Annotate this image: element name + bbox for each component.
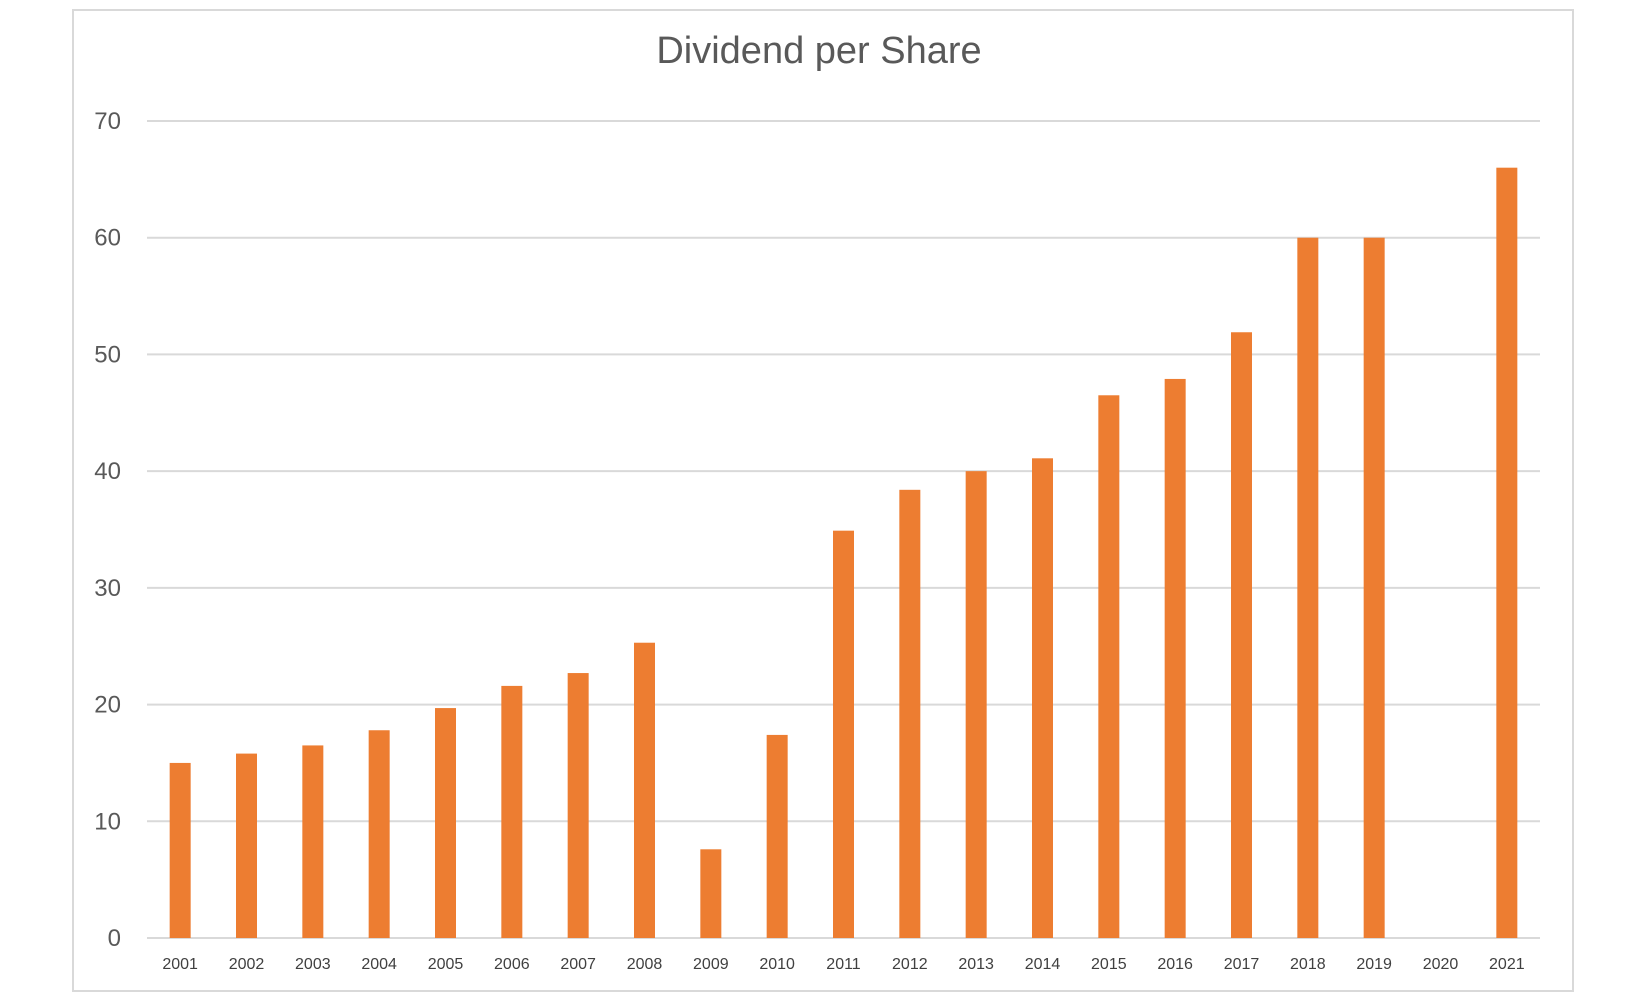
x-tick-label: 2005 <box>428 956 464 973</box>
chart-title: Dividend per Share <box>656 30 982 72</box>
bar-2008 <box>634 642 655 938</box>
bar-2009 <box>700 849 722 938</box>
x-tick-label: 2008 <box>627 956 663 973</box>
x-tick-label: 2007 <box>560 956 596 973</box>
bar-2017 <box>1231 332 1252 938</box>
x-tick-label: 2016 <box>1157 956 1193 973</box>
bar-2005 <box>435 708 456 938</box>
x-tick-label: 2018 <box>1290 956 1326 973</box>
x-tick-label: 2015 <box>1091 956 1127 973</box>
bar-2002 <box>236 753 257 938</box>
x-tick-label: 2014 <box>1025 956 1061 973</box>
x-tick-label: 2004 <box>361 956 397 973</box>
y-tick-label: 60 <box>94 225 121 252</box>
y-tick-label: 20 <box>94 692 121 719</box>
bar-2004 <box>368 730 390 938</box>
x-tick-label: 2017 <box>1224 956 1260 973</box>
bar-2015 <box>1098 395 1120 938</box>
bar-2010 <box>766 734 788 938</box>
bar-2003 <box>302 745 324 938</box>
y-axis-ticks: 0 10 20 30 40 50 60 70 <box>94 108 121 952</box>
y-tick-label: 40 <box>94 458 121 485</box>
bar-2021 <box>1496 167 1518 938</box>
y-tick-label: 30 <box>94 575 121 602</box>
bar-2011 <box>833 530 854 938</box>
x-tick-label: 2011 <box>826 956 861 973</box>
bars <box>169 167 1518 938</box>
x-tick-label: 2001 <box>162 956 198 973</box>
x-tick-label: 2012 <box>892 956 928 973</box>
y-tick-label: 50 <box>94 341 121 368</box>
bar-2013 <box>965 471 987 938</box>
bar-2007 <box>567 673 589 938</box>
x-tick-label: 2002 <box>229 956 265 973</box>
bar-2018 <box>1297 237 1319 938</box>
x-tick-label: 2019 <box>1356 956 1392 973</box>
bar-2006 <box>501 685 523 938</box>
x-tick-label: 2021 <box>1489 956 1525 973</box>
bar-2019 <box>1363 237 1385 938</box>
x-axis-ticks: 2001 2002 2003 2004 2005 2006 2007 2008 2009 2010… <box>162 956 1524 973</box>
bar-2014 <box>1032 458 1053 938</box>
bar-2001 <box>169 762 191 938</box>
bar-2012 <box>899 489 921 938</box>
x-tick-label: 2003 <box>295 956 331 973</box>
y-tick-label: 0 <box>108 925 121 952</box>
x-tick-label: 2020 <box>1423 956 1459 973</box>
y-tick-label: 10 <box>94 808 121 835</box>
y-tick-label: 70 <box>94 108 121 135</box>
x-tick-label: 2013 <box>958 956 994 973</box>
x-tick-label: 2009 <box>693 956 729 973</box>
bar-2016 <box>1164 378 1186 938</box>
x-tick-label: 2010 <box>759 956 795 973</box>
x-tick-label: 2006 <box>494 956 530 973</box>
